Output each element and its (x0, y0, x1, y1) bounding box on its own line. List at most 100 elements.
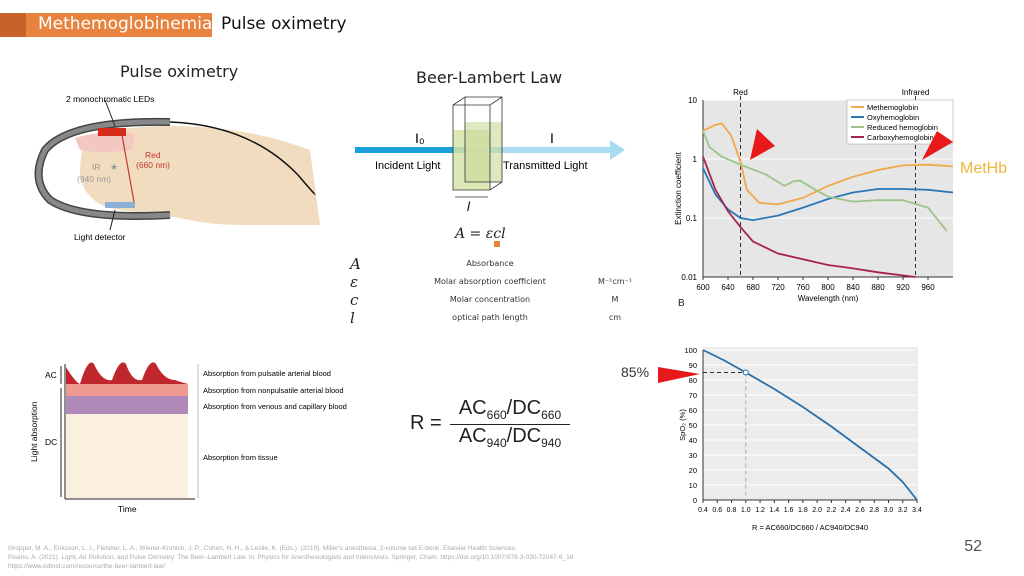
x-tick-label: 2.6 (855, 507, 865, 514)
x-axis-label: R = AC660/DC660 / AC940/DC940 (752, 523, 868, 532)
x-tick-label: 2.8 (869, 507, 879, 514)
y-axis-label: Extinction coefficient (674, 151, 683, 225)
red-arrow-icon (922, 131, 953, 160)
x-tick-label: 1.4 (769, 507, 779, 514)
x-tick-label: 3.4 (912, 507, 922, 514)
y-tick-label: 20 (689, 466, 697, 475)
y-tick-label: 10 (689, 481, 697, 490)
beer-lambert-formula: A = εcl (455, 226, 506, 242)
x-tick-label: 880 (871, 283, 885, 292)
pct-85-label: 85% (621, 364, 650, 380)
page-number: 52 (964, 538, 982, 555)
extinction-spectrum-chart: 0.01 0.1 1 10 600 640 680 720 760 800 840 880 920 960… (674, 88, 954, 303)
cursor-marker (494, 241, 500, 247)
red-arrow-icon (750, 129, 775, 160)
probe-clip (36, 119, 171, 219)
ac-label: AC (45, 370, 57, 380)
variable-symbol: A (350, 255, 361, 273)
references: Gropper, M. A., Eriksson, L. I., Fleishe… (8, 544, 708, 571)
slide-title: Methemoglobinemia (38, 14, 213, 34)
y-tick-label: 40 (689, 436, 697, 445)
y-tick-label: 80 (689, 376, 697, 385)
pulse-ox-title: Pulse oximetry (120, 62, 239, 81)
venous-layer (66, 396, 188, 414)
star-icon: ★ (110, 162, 118, 172)
absorption-diagram: AC DC Time Light absorption Absorption f… (30, 362, 347, 514)
x-tick-label: 0.6 (712, 507, 722, 514)
legend-label: Reduced hemoglobin (867, 123, 938, 132)
y-tick-label: 70 (689, 391, 697, 400)
pulsatile-layer (66, 362, 188, 384)
i-label: I (550, 130, 554, 146)
i0-label: I₀ (415, 130, 425, 146)
finger-shape (80, 126, 320, 225)
y-axis-label: SpO₂ (%) (678, 409, 687, 441)
slide-subtitle: Pulse oximetry (221, 14, 347, 34)
beer-lambert-diagram: I₀ I Incident Light Transmitted Light l (355, 96, 625, 214)
variable-symbol: c (350, 291, 359, 309)
led-emitter (98, 128, 126, 136)
incident-label: Incident Light (375, 160, 440, 172)
methb-label: MetHb (960, 160, 1008, 177)
x-tick-label: 840 (846, 283, 860, 292)
x-tick-label: 1.6 (784, 507, 794, 514)
beer-lambert-title: Beer-Lambert Law (416, 68, 563, 87)
reference: Pisano, A. (2021). Light, Air Pollution,… (8, 554, 574, 561)
den-dc: /DC (506, 425, 542, 447)
variables-table: A Absorbance ε Molar absorption coeffici… (350, 255, 640, 327)
series-line-carboxyhemoglobin (702, 156, 916, 278)
variable-description: Absorbance (466, 259, 514, 268)
marker-point (742, 369, 749, 376)
layer-label: Absorption from nonpulsatile arterial bl… (203, 386, 344, 395)
x-tick-label: 800 (821, 283, 835, 292)
cuvette (452, 96, 503, 191)
dc-label: DC (45, 437, 57, 447)
wavelength-marker-label: Red (733, 88, 748, 97)
y-tick-label: 30 (689, 451, 697, 460)
variable-description: Molar absorption coefficient (434, 277, 546, 286)
x-tick-label: 2.0 (812, 507, 822, 514)
num-dc: /DC (506, 397, 542, 419)
x-tick-label: 0.4 (698, 507, 708, 514)
den-dc-sub: 940 (541, 436, 562, 450)
header-bar-accent (0, 13, 26, 37)
spo2-curve (702, 349, 918, 501)
num-ac-sub: 660 (486, 408, 507, 422)
y-tick-label: 0 (693, 496, 697, 505)
x-tick-label: 1.0 (741, 507, 751, 514)
nonpulsatile-layer (66, 384, 188, 396)
r-formula-fraction: AC660/DC660 AC940/DC940 (450, 397, 570, 450)
x-tick-label: 2.4 (841, 507, 851, 514)
reference: https://www.edinst.com/resource/the-beer… (8, 563, 166, 570)
den-ac-sub: 940 (486, 436, 507, 450)
transmitted-label: Transmitted Light (503, 160, 588, 172)
legend-label: Carboxyhemoglobin (867, 133, 934, 142)
y-tick-label: 0.01 (681, 273, 697, 282)
x-tick-label: 3.2 (898, 507, 908, 514)
y-tick-label: 50 (689, 421, 697, 430)
variable-row: ε Molar absorption coefficient M⁻¹cm⁻¹ (350, 273, 640, 291)
path-length-label: l (467, 199, 471, 214)
x-tick-label: 720 (771, 283, 785, 292)
y-tick-label: 60 (689, 406, 697, 415)
y-tick-label: 100 (684, 346, 697, 355)
x-tick-label: 680 (746, 283, 760, 292)
variable-row: A Absorbance (350, 255, 640, 273)
x-tick-label: 2.2 (827, 507, 837, 514)
legend-label: Oxyhemoglobin (867, 113, 919, 122)
spo2-calibration-chart: 0 10 20 30 40 50 60 70 80 90 100 0.4 0.6 0.8 1.0 1.2 1.4… (658, 346, 922, 532)
variable-unit: cm (608, 313, 622, 322)
detector-label: Light detector (74, 232, 126, 242)
variable-description: Molar concentration (449, 295, 531, 304)
series-line-methemoglobin (702, 122, 954, 206)
ir-nm-label: (940 nm) (77, 174, 111, 184)
y-tick-label: 1 (693, 155, 698, 164)
x-tick-label: 640 (721, 283, 735, 292)
den-ac: AC (458, 425, 487, 447)
ir-label: IR (92, 162, 101, 172)
light-absorption-label: Light absorption (30, 401, 39, 462)
variable-unit: M⁻¹cm⁻¹ (598, 277, 632, 286)
series-line-reduced-hemoglobin (702, 130, 948, 232)
variable-symbol: ε (350, 273, 359, 291)
x-tick-label: 760 (796, 283, 810, 292)
